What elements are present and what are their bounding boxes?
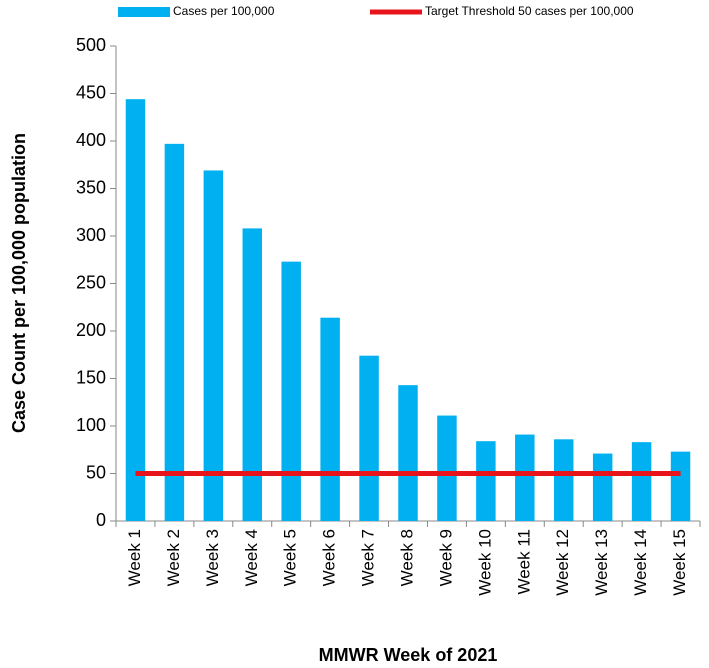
y-tick-label: 450: [76, 82, 106, 102]
y-tick-label: 400: [76, 130, 106, 150]
x-tick-label: Week 3: [203, 529, 222, 586]
x-tick-label: Week 14: [631, 529, 650, 596]
x-tick-label: Week 15: [670, 529, 689, 596]
x-tick-label: Week 13: [592, 529, 611, 596]
bar: [320, 317, 340, 521]
x-tick-label: Week 1: [125, 529, 144, 586]
bar: [631, 442, 652, 521]
legend-label: Target Threshold 50 cases per 100,000: [425, 4, 634, 18]
x-tick-label: Week 10: [475, 529, 494, 596]
y-tick-label: 0: [96, 510, 106, 530]
bar: [515, 434, 535, 521]
y-tick-label: 500: [76, 35, 106, 55]
bar: [476, 441, 496, 521]
bar: [281, 261, 301, 521]
bar: [242, 228, 262, 521]
legend-swatch: [118, 7, 170, 17]
bar: [359, 355, 379, 521]
bar: [164, 143, 185, 521]
x-tick-label: Week 4: [242, 529, 261, 586]
bar: [670, 451, 691, 521]
y-tick-label: 50: [86, 462, 106, 482]
y-tick-label: 150: [76, 367, 106, 387]
y-tick-label: 300: [76, 225, 106, 245]
y-tick-label: 100: [76, 415, 106, 435]
x-tick-label: Week 8: [397, 529, 416, 586]
x-tick-label: Week 2: [164, 529, 183, 586]
bar: [554, 439, 574, 521]
x-tick-label: Week 11: [514, 529, 533, 595]
x-tick-label: Week 7: [359, 529, 378, 586]
x-tick-label: Week 5: [281, 529, 300, 586]
bar: [592, 453, 613, 521]
x-tick-label: Week 9: [436, 529, 455, 586]
bar: [437, 415, 457, 521]
y-tick-label: 250: [76, 272, 106, 292]
x-axis-title: MMWR Week of 2021: [319, 645, 498, 665]
bar: [203, 170, 224, 521]
y-tick-label: 350: [76, 177, 106, 197]
y-tick-label: 200: [76, 320, 106, 340]
bar: [125, 99, 146, 521]
legend-label: Cases per 100,000: [173, 4, 275, 18]
bar: [398, 385, 418, 521]
x-tick-label: Week 6: [320, 529, 339, 586]
y-axis-title: Case Count per 100,000 population: [9, 133, 29, 433]
x-tick-label: Week 12: [553, 529, 572, 596]
